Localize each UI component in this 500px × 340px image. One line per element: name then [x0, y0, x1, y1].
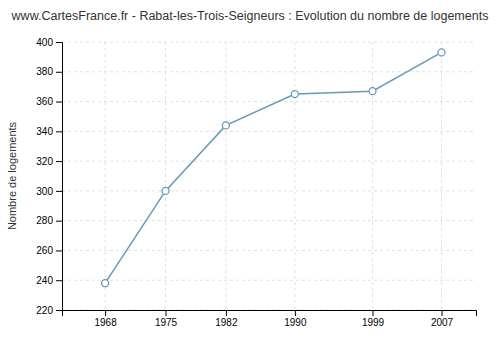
tick-label: 360 — [36, 96, 53, 107]
grid-line — [294, 42, 295, 310]
tick-label: 1975 — [155, 317, 178, 328]
tick-label: 340 — [36, 126, 53, 137]
grid-line — [62, 250, 476, 251]
marks — [102, 49, 445, 287]
grid-line — [441, 42, 442, 310]
tick-mark — [373, 310, 374, 316]
tick: 320 — [36, 156, 62, 167]
tick: 2007 — [431, 310, 454, 328]
tick-mark — [166, 310, 167, 316]
tick: 1975 — [155, 310, 178, 328]
tick: 340 — [36, 126, 62, 137]
tick: 280 — [36, 215, 62, 226]
grid-line — [62, 42, 476, 43]
tick-mark — [56, 131, 62, 132]
tick: 300 — [36, 186, 62, 197]
tick-mark — [442, 310, 443, 316]
tick-mark — [56, 221, 62, 222]
chart-container: www.CartesFrance.fr - Rabat-les-Trois-Se… — [0, 0, 500, 340]
marker — [222, 122, 229, 129]
tick: 1968 — [95, 310, 118, 328]
tick: 400 — [36, 37, 62, 48]
marker — [438, 49, 445, 56]
tick: 360 — [36, 96, 62, 107]
tick: 220 — [36, 305, 62, 316]
grid-line — [62, 71, 476, 72]
marker — [162, 187, 169, 194]
grid-line — [62, 190, 476, 191]
tick-label: 1982 — [215, 317, 238, 328]
axis-line — [63, 311, 477, 317]
tick-mark — [56, 42, 62, 43]
grid-line — [62, 161, 476, 162]
tick: 1990 — [284, 310, 307, 328]
tick-label: 1990 — [284, 317, 307, 328]
grid-line — [372, 42, 373, 310]
tick-label: 300 — [36, 186, 53, 197]
grid-line — [165, 42, 166, 310]
grid-line — [62, 220, 476, 221]
grid-line — [62, 101, 476, 102]
marker — [291, 91, 298, 98]
grid-line — [105, 42, 106, 310]
tick-mark — [295, 310, 296, 316]
tick-label: 1999 — [362, 317, 385, 328]
tick: 1982 — [215, 310, 238, 328]
tick-mark — [56, 161, 62, 162]
tick-label: 220 — [36, 305, 53, 316]
axis-line — [56, 43, 63, 311]
tick-label: 260 — [36, 245, 53, 256]
tick-mark — [56, 250, 62, 251]
chart: www.CartesFrance.fr - Rabat-les-Trois-Se… — [0, 0, 500, 340]
tick: 1999 — [362, 310, 385, 328]
grid — [62, 42, 476, 310]
tick-label: 1968 — [95, 317, 118, 328]
x-axis: 1968 1975 1982 1990 1999 2007 — [63, 310, 477, 328]
marker — [369, 88, 376, 95]
tick-mark — [56, 310, 62, 311]
tick-mark — [105, 310, 106, 316]
tick-label: 400 — [36, 37, 53, 48]
tick-mark — [56, 280, 62, 281]
marker — [102, 280, 109, 287]
tick-label: 280 — [36, 215, 53, 226]
tick-label: 380 — [36, 66, 53, 77]
line — [105, 52, 441, 283]
tick-mark — [226, 310, 227, 316]
y-axis: 220 240 260 280 300 320 340 360 380 400 — [36, 37, 62, 316]
title: www.CartesFrance.fr - Rabat-les-Trois-Se… — [11, 9, 489, 23]
y-axis-label: Nombre de logements — [6, 121, 18, 230]
tick: 240 — [36, 275, 62, 286]
tick-label: 2007 — [431, 317, 454, 328]
tick: 380 — [36, 66, 62, 77]
grid-line — [62, 131, 476, 132]
grid-line — [225, 42, 226, 310]
tick-label: 320 — [36, 156, 53, 167]
tick-label: 240 — [36, 275, 53, 286]
grid-line — [62, 280, 476, 281]
tick-mark — [56, 102, 62, 103]
tick-mark — [56, 191, 62, 192]
tick-mark — [56, 72, 62, 73]
tick: 260 — [36, 245, 62, 256]
plot-area: 1968 1975 1982 1990 1999 2007 220 240 260 280 300 3… — [6, 37, 477, 328]
